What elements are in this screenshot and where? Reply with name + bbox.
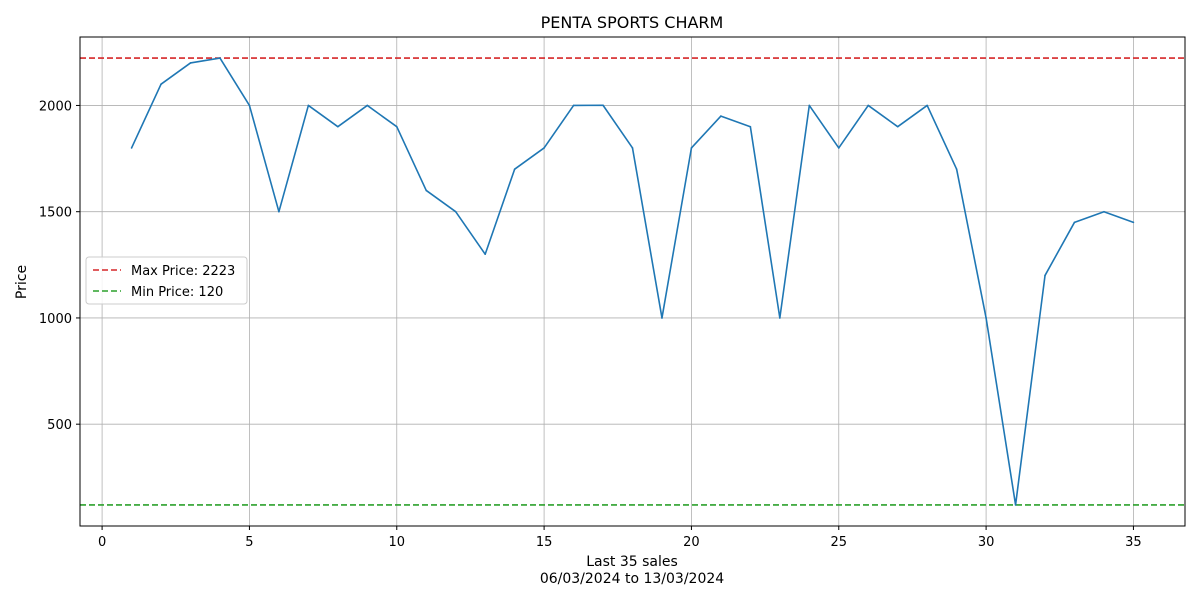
data-point <box>1103 210 1105 213</box>
data-point <box>779 317 781 319</box>
x-axis: 0 5 10 15 20 25 30 35 <box>98 526 1142 550</box>
data-point <box>1132 221 1135 224</box>
data-point <box>130 147 133 149</box>
data-point <box>219 57 221 59</box>
y-axis: 500 1000 1500 2000 <box>39 99 80 433</box>
data-point <box>661 317 663 319</box>
data-point <box>837 147 840 149</box>
data-point <box>513 168 516 170</box>
chart-title: PENTA SPORTS CHARM <box>541 13 724 32</box>
x-axis-date-range: 06/03/2024 to 13/03/2024 <box>540 571 724 587</box>
y-tick-label: 1500 <box>39 206 72 221</box>
x-tick-label: 5 <box>245 535 253 550</box>
legend: Max Price: 2223 Min Price: 120 <box>85 256 248 305</box>
data-point <box>926 104 928 107</box>
y-axis-label: Price <box>14 265 30 299</box>
data-point <box>1073 221 1076 224</box>
data-point <box>160 83 162 86</box>
data-point <box>484 253 486 255</box>
x-tick-label: 0 <box>98 535 106 550</box>
data-point <box>425 189 428 192</box>
data-point <box>1014 504 1017 506</box>
data-point <box>543 147 545 149</box>
data-point <box>307 104 310 107</box>
data-point <box>720 115 722 117</box>
y-tick-label: 2000 <box>39 99 72 114</box>
x-tick-label: 30 <box>978 535 995 550</box>
x-axis-label: Last 35 sales <box>586 554 678 570</box>
data-point <box>366 104 369 107</box>
grid <box>80 37 1185 526</box>
series-line <box>130 57 1134 506</box>
x-tick-label: 25 <box>830 535 847 550</box>
data-point <box>248 104 251 107</box>
series-layer <box>130 57 1135 506</box>
data-point <box>749 125 752 128</box>
legend-label-min: Min Price: 120 <box>131 285 223 300</box>
data-point <box>985 317 987 319</box>
x-tick-label: 35 <box>1125 535 1142 550</box>
reference-lines <box>80 57 1185 506</box>
x-tick-label: 10 <box>388 535 405 550</box>
data-point <box>395 125 398 128</box>
y-tick-label: 500 <box>47 418 72 433</box>
data-point <box>572 104 575 107</box>
data-point <box>867 104 870 107</box>
y-tick-label: 1000 <box>39 312 72 327</box>
data-point <box>1044 274 1046 277</box>
legend-label-max: Max Price: 2223 <box>131 264 235 279</box>
data-point <box>955 168 958 170</box>
data-point <box>896 125 899 128</box>
plot-frame <box>79 36 1186 527</box>
data-point <box>189 62 192 64</box>
data-point <box>337 125 339 128</box>
data-point <box>808 104 811 107</box>
legend-box <box>85 256 248 305</box>
x-tick-label: 20 <box>683 535 700 550</box>
data-point <box>690 147 693 149</box>
data-point <box>278 210 280 213</box>
data-point <box>454 210 457 213</box>
data-point <box>602 104 604 107</box>
data-point <box>631 147 634 149</box>
x-tick-label: 15 <box>536 535 553 550</box>
